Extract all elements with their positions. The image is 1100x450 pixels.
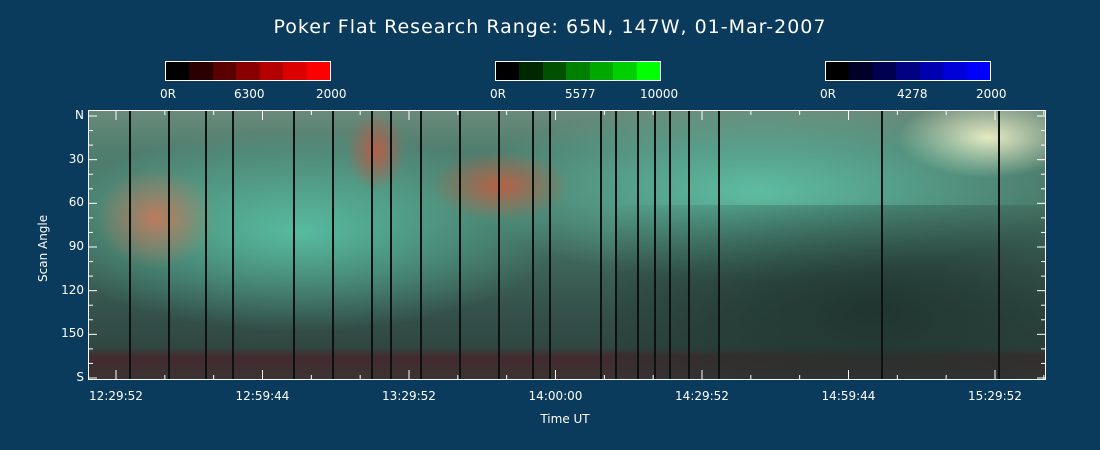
data-gap-line [549, 111, 552, 379]
data-gap-line [688, 111, 691, 379]
colorbar-green-max: 10000 [640, 87, 679, 101]
colorbar-swatch [259, 62, 284, 80]
colorbar-swatch [519, 62, 543, 80]
data-gap-line [458, 111, 461, 379]
data-gap-line [292, 111, 295, 379]
x-tick-label: 14:29:52 [675, 389, 729, 403]
colorbar-swatch [283, 62, 307, 80]
y-tick-label: 120 [61, 282, 84, 297]
colorbar-swatch [589, 62, 614, 80]
colorbar-swatch [542, 62, 567, 80]
data-gap-line [881, 111, 884, 379]
y-tick-label: N [75, 108, 84, 122]
keogram-dark-region [614, 204, 1045, 379]
x-tick-label: 12:29:52 [89, 389, 143, 403]
data-gap-line [231, 111, 234, 379]
x-tick-label: 15:29:52 [968, 389, 1022, 403]
x-tick-label: 13:29:52 [382, 389, 436, 403]
chart-title: Poker Flat Research Range: 65N, 147W, 01… [273, 16, 827, 38]
data-gap-line [370, 111, 373, 379]
colorbar-red-max: 2000 [316, 87, 347, 101]
colorbar-swatch [496, 62, 520, 80]
colorbar-swatch [636, 62, 660, 80]
colorbar-green-mid: 5577 [565, 87, 596, 101]
data-gap-line [497, 111, 500, 379]
colorbar-blue-max: 2000 [976, 87, 1007, 101]
colorbar-swatch [236, 62, 260, 80]
colorbar-swatch [896, 62, 920, 80]
colorbar-swatch [919, 62, 944, 80]
data-gap-line [419, 111, 422, 379]
data-gap-line [129, 111, 132, 379]
x-tick-label: 14:00:00 [528, 389, 583, 403]
data-gap-line [532, 111, 535, 379]
y-axis-label: Scan Angle [36, 214, 50, 282]
data-gap-line [615, 111, 618, 379]
colorbar-swatch [566, 62, 590, 80]
data-gap-line [331, 111, 334, 379]
data-gap-line [654, 111, 657, 379]
data-gap-line [717, 111, 720, 379]
colorbar-swatch [166, 62, 190, 80]
colorbar-blue-mid: 4278 [897, 87, 928, 101]
colorbar-red [165, 61, 331, 81]
keogram-plot [88, 110, 1046, 380]
colorbar-swatch [212, 62, 237, 80]
y-tick-label: 150 [61, 326, 84, 341]
x-tick-label: 14:59:44 [821, 389, 876, 403]
colorbar-swatch [872, 62, 897, 80]
colorbar-swatch [966, 62, 990, 80]
colorbar-green [495, 61, 661, 81]
data-gap-line [668, 111, 671, 379]
colorbar-swatch [189, 62, 213, 80]
colorbar-swatch [943, 62, 967, 80]
y-tick-label: 90 [68, 239, 84, 253]
colorbar-swatch [826, 62, 850, 80]
data-gap-line [204, 111, 207, 379]
data-gap-line [600, 111, 603, 379]
colorbar-swatch [849, 62, 873, 80]
colorbar-swatch [306, 62, 330, 80]
y-tick-label: S [76, 370, 84, 384]
x-axis-label: Time UT [540, 412, 590, 426]
colorbar-swatch [613, 62, 637, 80]
colorbar-green-min: 0R [490, 87, 506, 101]
data-gap-line [390, 111, 393, 379]
colorbar-red-mid: 6300 [234, 87, 265, 101]
colorbar-blue [825, 61, 991, 81]
y-tick-label: 60 [68, 195, 84, 210]
data-gap-line [168, 111, 171, 379]
x-tick-label: 12:59:44 [235, 389, 290, 403]
data-gap-line [998, 111, 1001, 379]
colorbar-blue-min: 0R [820, 87, 836, 101]
y-tick-label: 30 [68, 151, 84, 166]
data-gap-line [637, 111, 640, 379]
colorbar-red-min: 0R [160, 87, 176, 101]
